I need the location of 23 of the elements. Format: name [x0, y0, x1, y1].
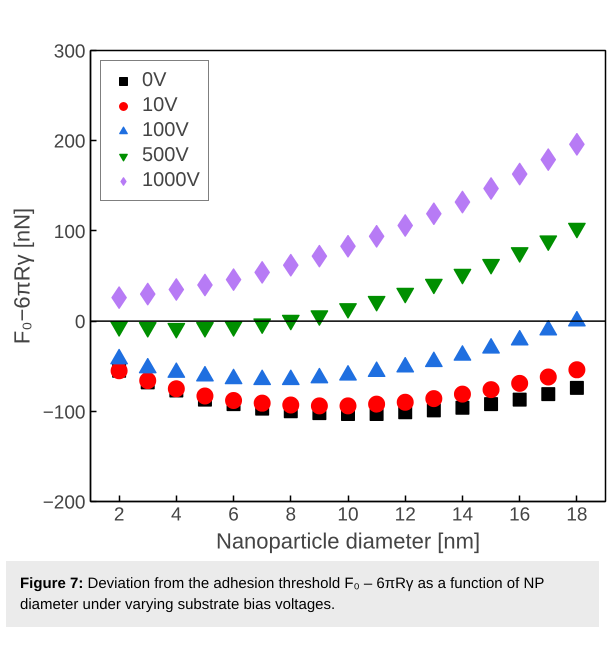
x-tick-label: 4 — [171, 504, 182, 526]
legend-label: 0V — [142, 69, 166, 92]
y-tick-label: −200 — [42, 492, 86, 514]
x-tick-label: 18 — [566, 504, 588, 526]
caption: Figure 7: Deviation from the adhesion threshold F₀ – 6πRγ as a function of NP diameter under varying substrate bias voltages. — [20, 574, 546, 615]
y-tick-label: −100 — [42, 402, 86, 424]
x-tick-label: 10 — [337, 504, 359, 526]
y-tick-label: 0 — [74, 312, 86, 334]
y-tick-label: 300 — [54, 42, 86, 62]
x-tick-label: 12 — [394, 504, 416, 526]
x-tick-label: 8 — [285, 504, 296, 526]
x-tick-label: 2 — [114, 504, 124, 526]
x-tick-label: 14 — [452, 504, 474, 526]
y-tick-label: 200 — [54, 132, 86, 153]
x-tick-label: 16 — [509, 504, 530, 526]
x-tick-label: 6 — [228, 504, 239, 526]
x-axis-title: Nanoparticle diameter [nm] — [216, 528, 480, 554]
y-tick-label: 100 — [54, 222, 86, 243]
legend-label: 10V — [142, 94, 178, 117]
legend-label: 100V — [142, 119, 189, 142]
y-axis-title: F₀−6πRγ [nN] — [10, 208, 35, 344]
legend-label: 500V — [142, 144, 189, 167]
legend-label: 1000V — [142, 169, 200, 192]
